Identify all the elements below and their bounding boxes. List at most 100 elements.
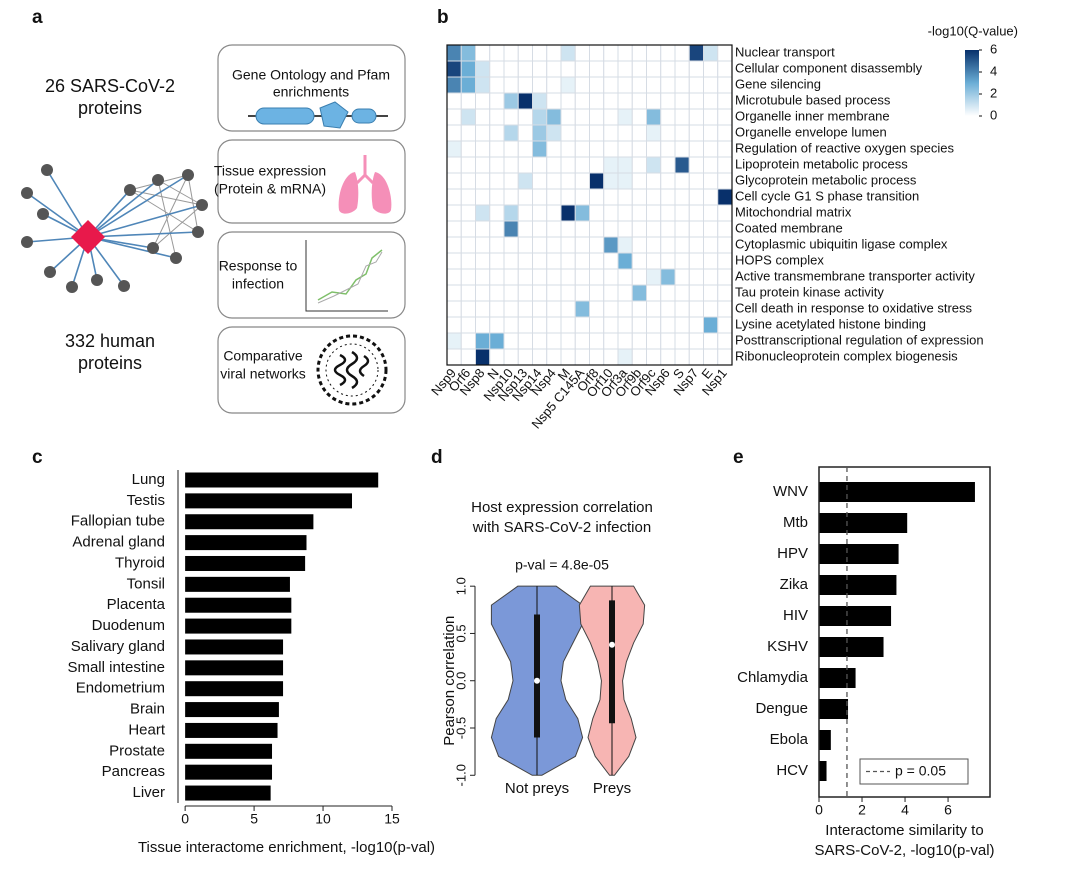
y-axis-label: Pearson correlation bbox=[441, 616, 458, 746]
bar bbox=[819, 513, 908, 533]
heat-cell bbox=[674, 108, 690, 126]
heat-cell bbox=[460, 348, 476, 366]
heat-cell bbox=[517, 332, 533, 350]
heat-cell bbox=[532, 332, 548, 350]
heat-cell bbox=[674, 316, 690, 334]
heat-cell bbox=[674, 268, 690, 286]
heat-cell bbox=[617, 300, 633, 318]
heat-cell bbox=[446, 76, 462, 94]
heat-cell bbox=[674, 236, 690, 254]
heat-cell bbox=[489, 284, 505, 302]
heat-cell bbox=[589, 108, 605, 126]
heat-cell bbox=[475, 108, 491, 126]
heat-cell bbox=[688, 156, 704, 174]
heat-cell bbox=[517, 268, 533, 286]
heat-cell bbox=[674, 300, 690, 318]
row-label: Regulation of reactive oxygen species bbox=[735, 140, 954, 155]
heat-cell bbox=[546, 332, 562, 350]
heat-cell bbox=[446, 332, 462, 350]
heat-cell bbox=[532, 316, 548, 334]
heat-cell bbox=[703, 108, 719, 126]
row-label: Cytoplasmic ubiquitin ligase complex bbox=[735, 236, 948, 251]
category-label: HCV bbox=[776, 762, 808, 779]
heat-cell bbox=[631, 140, 647, 158]
heat-cell bbox=[688, 236, 704, 254]
heat-cell bbox=[703, 332, 719, 350]
heat-cell bbox=[703, 236, 719, 254]
heat-cell bbox=[631, 316, 647, 334]
panel-label: c bbox=[32, 447, 43, 468]
heat-cell bbox=[688, 252, 704, 270]
heat-cell bbox=[688, 172, 704, 190]
heat-cell bbox=[503, 332, 519, 350]
heat-cell bbox=[660, 204, 676, 222]
heat-cell bbox=[460, 204, 476, 222]
heat-cell bbox=[560, 316, 576, 334]
heat-cell bbox=[603, 348, 619, 366]
heat-cell bbox=[446, 348, 462, 366]
heat-cell bbox=[646, 76, 662, 94]
heat-cell bbox=[631, 348, 647, 366]
heat-cell bbox=[446, 124, 462, 142]
heat-cell bbox=[546, 268, 562, 286]
domain-icon bbox=[248, 101, 388, 129]
heat-cell bbox=[574, 220, 590, 238]
row-label: Active transmembrane transporter activit… bbox=[735, 268, 975, 283]
heat-cell bbox=[503, 172, 519, 190]
heat-cell bbox=[503, 316, 519, 334]
heat-cell bbox=[560, 220, 576, 238]
heat-cell bbox=[546, 316, 562, 334]
heat-cell bbox=[574, 172, 590, 190]
box-text: Response to bbox=[219, 258, 298, 274]
heat-cell bbox=[517, 220, 533, 238]
heat-cell bbox=[660, 220, 676, 238]
category-label: Salivary gland bbox=[71, 638, 165, 655]
category-label: Placenta bbox=[107, 596, 166, 613]
heat-cell bbox=[560, 124, 576, 142]
heat-cell bbox=[503, 284, 519, 302]
heat-cell bbox=[475, 220, 491, 238]
heat-cell bbox=[631, 332, 647, 350]
heat-cell bbox=[475, 316, 491, 334]
panel-label: d bbox=[431, 447, 443, 468]
heat-cell bbox=[688, 332, 704, 350]
heat-cell bbox=[574, 44, 590, 62]
heat-cell bbox=[688, 220, 704, 238]
heat-cell bbox=[532, 92, 548, 110]
heat-cell bbox=[460, 124, 476, 142]
heat-cell bbox=[589, 348, 605, 366]
heat-cell bbox=[446, 108, 462, 126]
heat-cell bbox=[688, 204, 704, 222]
row-label: Nuclear transport bbox=[735, 44, 835, 59]
heat-cell bbox=[646, 332, 662, 350]
x-tick-label: 0 bbox=[815, 802, 823, 818]
bar bbox=[185, 702, 279, 718]
heat-cell bbox=[503, 124, 519, 142]
heat-cell bbox=[546, 236, 562, 254]
heat-cell bbox=[532, 124, 548, 142]
bar bbox=[185, 493, 353, 509]
heat-cell bbox=[688, 108, 704, 126]
heat-cell bbox=[546, 284, 562, 302]
heat-cell bbox=[589, 124, 605, 142]
y-tick-label: 0.5 bbox=[453, 624, 468, 642]
heat-cell bbox=[446, 236, 462, 254]
heat-cell bbox=[517, 188, 533, 206]
heat-cell bbox=[517, 60, 533, 78]
heat-cell bbox=[589, 220, 605, 238]
heat-cell bbox=[703, 172, 719, 190]
heat-cell bbox=[688, 60, 704, 78]
heat-cell bbox=[460, 140, 476, 158]
heat-cell bbox=[532, 44, 548, 62]
heat-cell bbox=[688, 348, 704, 366]
heat-cell bbox=[660, 92, 676, 110]
heat-cell bbox=[475, 300, 491, 318]
heat-cell bbox=[460, 60, 476, 78]
heat-cell bbox=[617, 236, 633, 254]
heat-cell bbox=[688, 268, 704, 286]
heat-cell bbox=[503, 252, 519, 270]
category-label: Zika bbox=[780, 576, 809, 593]
category-label: Chlamydia bbox=[737, 669, 809, 686]
heat-cell bbox=[603, 188, 619, 206]
